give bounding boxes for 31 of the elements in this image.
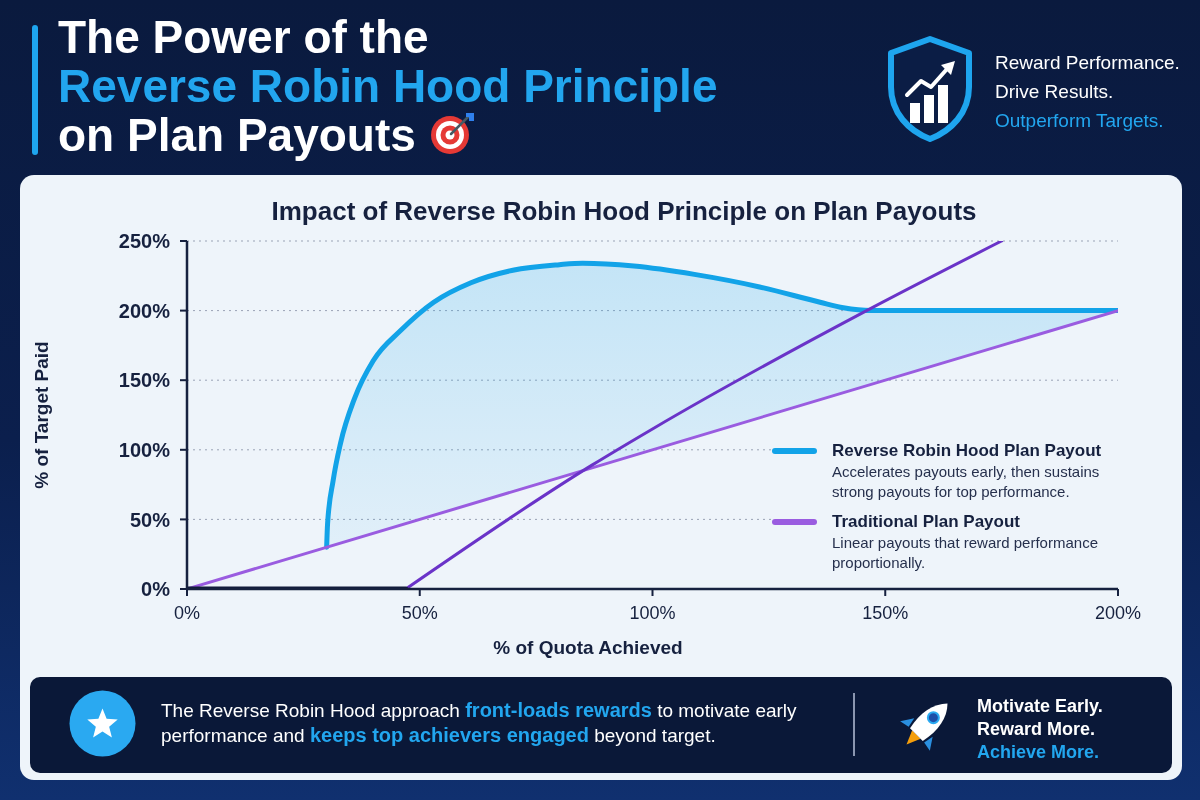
x-tick-label: 200%	[1094, 602, 1142, 623]
text: front-loads rewards	[465, 699, 652, 721]
y-tick-label: 150%	[118, 369, 171, 392]
annotation: Linear payouts that reward performance proportionally.	[832, 533, 1099, 572]
text: Motivate Early.	[977, 695, 1103, 718]
text: Achieve More.	[977, 741, 1101, 764]
y-tick-label: 100%	[118, 438, 171, 461]
text: Drive Results.	[995, 80, 1115, 104]
y-tick-label: 200%	[118, 299, 171, 322]
text: Outperform Targets.	[995, 109, 1165, 133]
legend-label: Traditional Plan Payout	[832, 511, 1021, 533]
chart-subtitle: Impact of Reverse Robin Hood Principle on Plan Payouts	[270, 196, 978, 227]
x-tick-label: 50%	[401, 602, 438, 623]
text: keeps top achievers engaged	[309, 724, 589, 746]
text: The Reverse Robin Hood approach	[161, 700, 460, 721]
text: Reward Performance.	[995, 51, 1180, 75]
y-tick-label: 50%	[129, 508, 171, 531]
chart-title: The Power of the Reverse Robin Hood Principle on Plan Payouts	[58, 11, 718, 161]
x-axis-title: % of Quota Achieved	[493, 637, 683, 659]
annotation: Accelerates payouts early, then sustains strong payouts for top performance.	[832, 462, 1101, 501]
text: performance and	[161, 725, 305, 746]
text: to motivate early	[657, 700, 797, 721]
y-tick-label: 250%	[118, 230, 171, 253]
x-tick-label: 0%	[173, 602, 201, 623]
y-tick-label: 0%	[141, 578, 171, 601]
legend-label: Reverse Robin Hood Plan Payout	[832, 440, 1103, 462]
x-tick-label: 100%	[629, 602, 676, 623]
text: beyond target.	[594, 725, 716, 746]
x-tick-label: 150%	[862, 602, 909, 623]
y-axis-title: % of Target Paid	[31, 341, 53, 489]
text: Reward More.	[977, 718, 1097, 741]
